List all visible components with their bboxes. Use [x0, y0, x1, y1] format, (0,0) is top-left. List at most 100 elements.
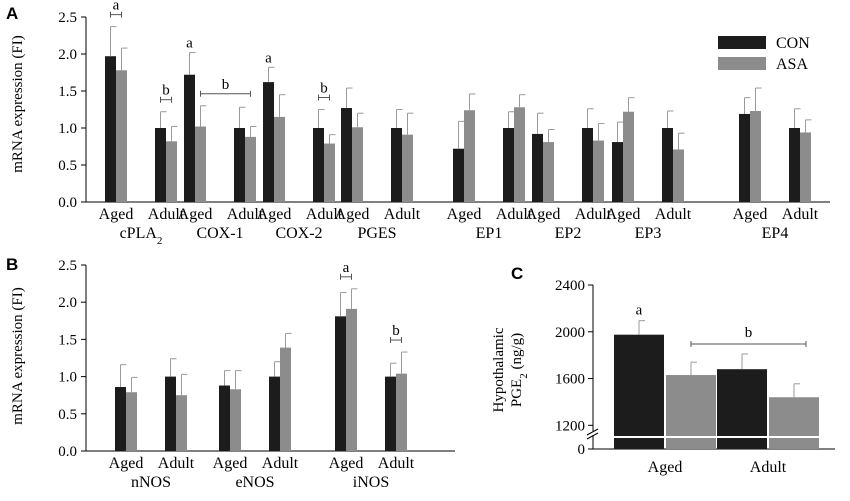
y-tick-label: 2400 [555, 278, 585, 294]
bar-con-cox-1-adult [234, 128, 245, 202]
x-group-label-name: iNOS [353, 474, 389, 491]
bar-con-adult [717, 369, 767, 449]
x-group-label: PGES [357, 225, 396, 242]
bar-asa-cox-1-adult [245, 136, 256, 202]
bar-asa-ep2-adult [593, 140, 604, 202]
x-category-label: Adult [227, 206, 264, 223]
bar-asa-ep1-aged [464, 110, 475, 202]
bar-con-pges-adult [391, 128, 402, 202]
x-group-label: EP3 [635, 225, 662, 242]
legend: CON ASA [718, 35, 810, 73]
sig-letter: a [265, 50, 272, 66]
bar-con-enos-aged [219, 385, 230, 451]
x-category-label: Aged [257, 206, 292, 223]
bar-con-ep3-aged [612, 142, 623, 202]
x-group-label: iNOS [353, 474, 389, 491]
x-group-label: nNOS [131, 474, 171, 491]
panel-a-letter: A [6, 4, 18, 23]
axis-break-gap [587, 431, 599, 435]
x-category-label: Adult [378, 455, 415, 472]
x-group-label-name: EP1 [476, 225, 503, 242]
bar-asa-adult [769, 397, 819, 449]
bar-asa-pges-aged [352, 127, 363, 202]
bar-asa-pges-adult [402, 134, 413, 202]
x-category-label: Adult [496, 206, 533, 223]
y-tick-label: 2.5 [58, 258, 77, 274]
x-group-label-name: PGES [357, 225, 396, 242]
bar-asa-inos-adult [396, 373, 407, 451]
bar-con-ep3-adult [662, 128, 673, 202]
bar-con-cox-2-adult [313, 128, 324, 202]
x-category-label: Aged [178, 206, 213, 223]
bar-asa-nnos-aged [126, 392, 137, 451]
x-group-label: EP4 [762, 225, 789, 242]
bar-con-cpla-adult [155, 128, 166, 202]
y-tick-label: 2.0 [58, 47, 77, 63]
panel-b-ylabel: mRNA expression (FI) [10, 287, 26, 425]
x-category-label: Adult [655, 206, 692, 223]
panel-c-ylabel-line1: Hypothalamic [491, 327, 507, 412]
y-tick-label: 2000 [555, 325, 585, 341]
sig-letter: b [162, 83, 170, 99]
y-tick-label: 0.5 [58, 158, 77, 174]
bar-asa-cpla-aged [116, 70, 127, 202]
x-group-label-name: cPLA [120, 225, 158, 242]
panel-b-letter: B [6, 255, 18, 274]
x-category-label: Adult [306, 206, 343, 223]
bar-asa-cpla-adult [166, 141, 177, 202]
x-category-label: Aged [606, 206, 641, 223]
sig-letter: a [113, 0, 120, 14]
x-category-label: Aged [329, 455, 364, 472]
x-group-label: EP1 [476, 225, 503, 242]
bar-con-cox-2-aged [263, 82, 274, 202]
bar-con-pges-aged [341, 108, 352, 202]
y-tick-label: 0.5 [58, 407, 77, 423]
bar-con-ep2-adult [582, 128, 593, 202]
x-group-label: COX-2 [275, 225, 322, 242]
y-tick-label: 1200 [555, 418, 585, 434]
bar-con-nnos-aged [115, 387, 126, 451]
bar-asa-enos-aged [230, 389, 241, 451]
bar-con-enos-adult [269, 376, 280, 451]
sig-letter: b [320, 81, 328, 97]
axis-break-mark [586, 432, 599, 440]
bar-con-ep2-aged [532, 133, 543, 202]
x-category-label: Adult [262, 455, 299, 472]
sig-letter: b [392, 323, 400, 339]
x-group-label: COX-1 [196, 225, 243, 242]
x-category-label: Adult [384, 206, 421, 223]
x-group-label: EP2 [555, 225, 582, 242]
legend-swatch-con [718, 36, 766, 49]
x-group-label-name: COX-1 [196, 225, 243, 242]
x-group-label-name: nNOS [131, 474, 171, 491]
bar-con-aged [614, 334, 664, 449]
bar-con-cox-1-aged [184, 74, 195, 202]
y-tick-label: 1.0 [58, 370, 77, 386]
y-tick-label: 1600 [555, 372, 585, 388]
x-category-label: Aged [109, 455, 144, 472]
sig-letter: a [343, 260, 350, 276]
sig-letter: a [636, 303, 643, 319]
panel-b-chart: 0.0 0.5 1.0 1.5 2.0 2.5 Aged Adult nNOS Aged Adult… [58, 258, 455, 491]
panel-a-ylabel: mRNA expression (FI) [10, 35, 26, 173]
bar-asa-nnos-adult [176, 395, 187, 451]
panel-c-letter: C [511, 264, 523, 283]
x-category-label: Adult [158, 455, 195, 472]
x-group-label-subscript: 2 [157, 235, 163, 247]
bar-con-ep1-adult [503, 128, 514, 202]
legend-label-con: CON [776, 35, 810, 52]
y-tick-label: 0 [578, 442, 586, 458]
sig-letter: b [222, 77, 230, 93]
bar-asa-ep1-adult [514, 107, 525, 202]
panel-c-chart: 0 1200 1600 2000 2400 Aged Adult a b [555, 278, 835, 476]
x-group-label-name: EP2 [555, 225, 582, 242]
bar-con-ep4-aged [739, 113, 750, 202]
x-category-label: Aged [648, 459, 683, 476]
sig-letter: a [186, 36, 193, 52]
sig-letter: b [745, 325, 753, 341]
bar-con-nnos-adult [165, 376, 176, 451]
x-category-label: Aged [213, 455, 248, 472]
bar-asa-ep2-aged [543, 142, 554, 202]
x-category-label: Adult [575, 206, 612, 223]
